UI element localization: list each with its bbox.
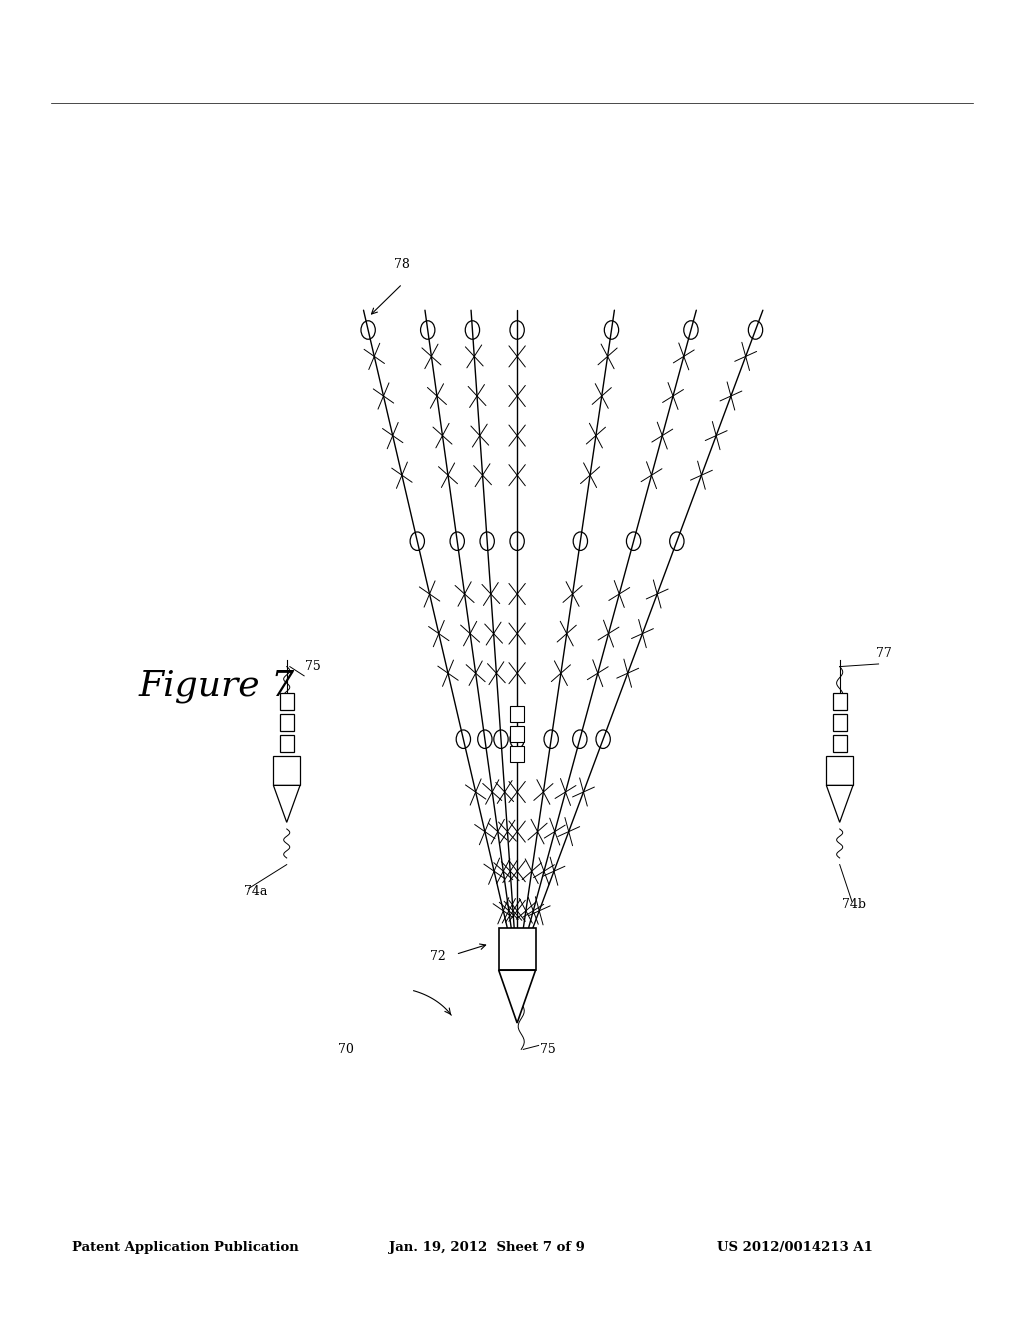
Text: Patent Application Publication: Patent Application Publication — [72, 1241, 298, 1254]
Polygon shape — [510, 706, 524, 722]
Polygon shape — [499, 928, 536, 970]
Text: 70: 70 — [338, 1043, 354, 1056]
Text: Figure 7: Figure 7 — [138, 669, 294, 704]
Text: 74a: 74a — [244, 884, 267, 898]
Polygon shape — [826, 785, 853, 822]
Text: 77: 77 — [876, 647, 891, 660]
Polygon shape — [833, 714, 847, 731]
Text: US 2012/0014213 A1: US 2012/0014213 A1 — [717, 1241, 872, 1254]
Text: Jan. 19, 2012  Sheet 7 of 9: Jan. 19, 2012 Sheet 7 of 9 — [389, 1241, 585, 1254]
Polygon shape — [833, 735, 847, 752]
Polygon shape — [280, 714, 294, 731]
Polygon shape — [826, 756, 853, 785]
Polygon shape — [510, 746, 524, 762]
Text: 72: 72 — [430, 950, 445, 964]
Polygon shape — [273, 785, 300, 822]
Text: 78: 78 — [394, 257, 411, 271]
Text: 75: 75 — [305, 660, 321, 673]
Polygon shape — [510, 726, 524, 742]
Polygon shape — [280, 693, 294, 710]
Polygon shape — [280, 735, 294, 752]
Polygon shape — [499, 970, 536, 1023]
Text: 74b: 74b — [842, 898, 865, 911]
Text: 75: 75 — [540, 1043, 555, 1056]
Polygon shape — [833, 693, 847, 710]
Polygon shape — [273, 756, 300, 785]
